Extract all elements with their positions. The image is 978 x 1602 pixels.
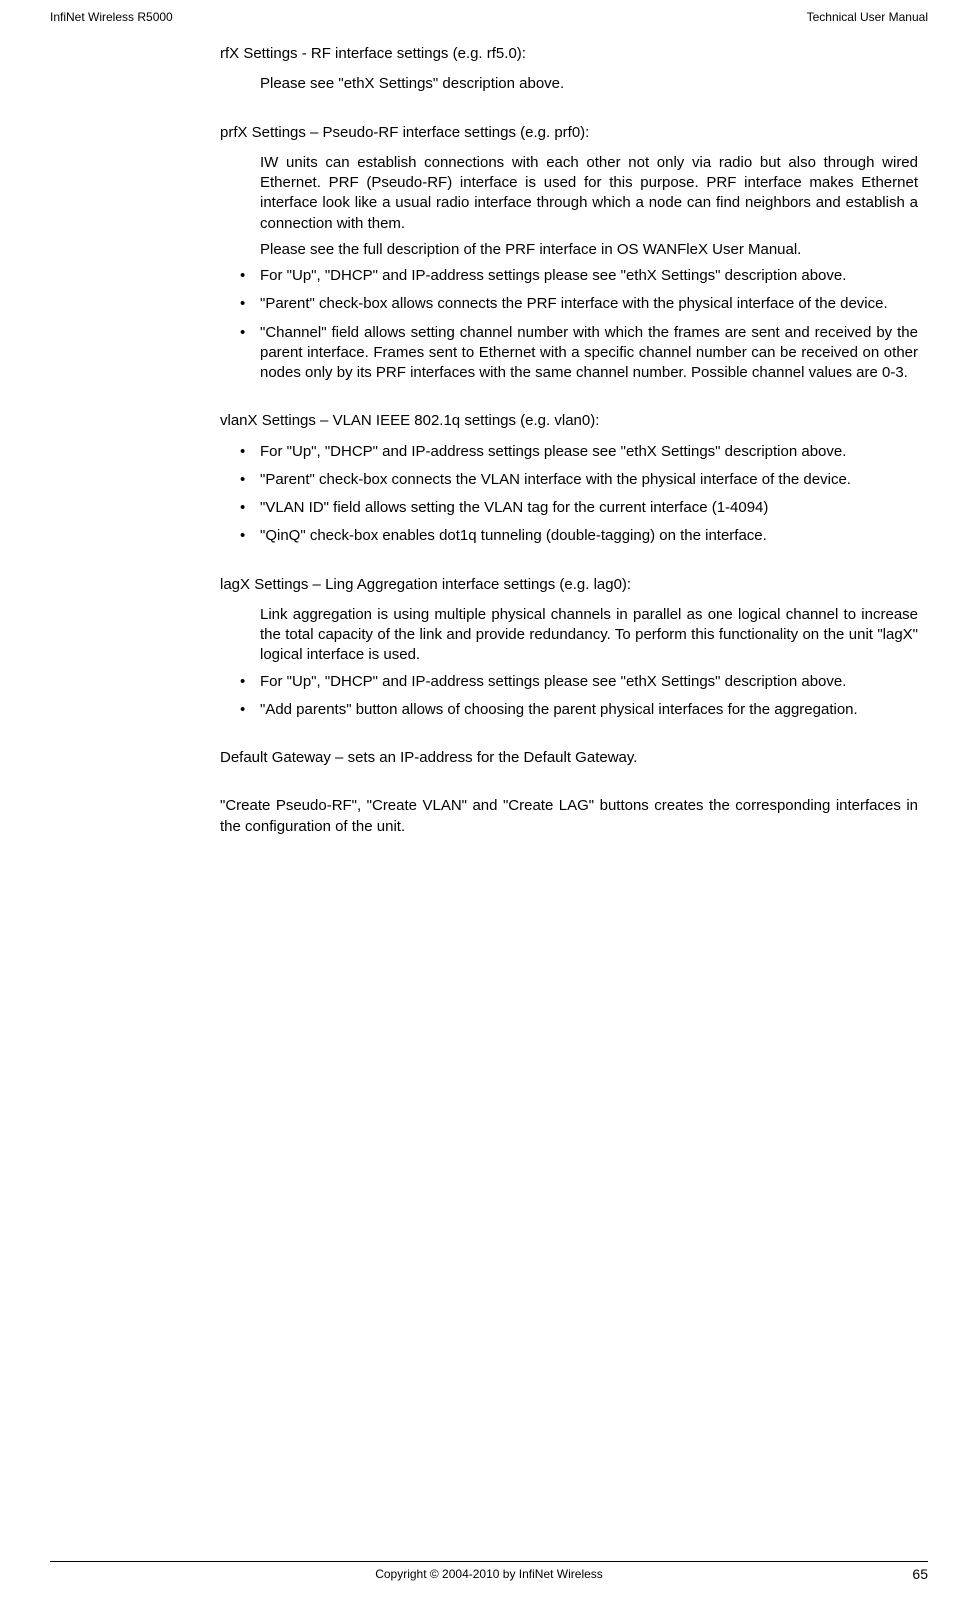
vlanx-title: vlanX Settings – VLAN IEEE 802.1q settin… (220, 411, 918, 431)
list-item: "Parent" check-box connects the VLAN int… (240, 470, 918, 490)
footer-row: Copyright © 2004-2010 by InfiNet Wireles… (50, 1566, 928, 1582)
lagx-para: Link aggregation is using multiple physi… (260, 605, 918, 666)
footer-divider (50, 1561, 928, 1562)
create-text: "Create Pseudo-RF", "Create VLAN" and "C… (220, 796, 918, 837)
list-item: For "Up", "DHCP" and IP-address settings… (240, 442, 918, 462)
header-left: InfiNet Wireless R5000 (50, 10, 173, 24)
lagx-title: lagX Settings – Ling Aggregation interfa… (220, 575, 918, 595)
prfx-title: prfX Settings – Pseudo-RF interface sett… (220, 123, 918, 143)
list-item: "Add parents" button allows of choosing … (240, 700, 918, 720)
prfx-para2: Please see the full description of the P… (260, 240, 918, 260)
gateway-text: Default Gateway – sets an IP-address for… (220, 748, 918, 768)
header-right: Technical User Manual (807, 10, 928, 24)
list-item: For "Up", "DHCP" and IP-address settings… (240, 266, 918, 286)
rfx-title: rfX Settings - RF interface settings (e.… (220, 44, 918, 64)
prfx-bullets: For "Up", "DHCP" and IP-address settings… (220, 266, 918, 383)
list-item: "QinQ" check-box enables dot1q tunneling… (240, 526, 918, 546)
page-header: InfiNet Wireless R5000 Technical User Ma… (50, 10, 928, 24)
footer-copyright: Copyright © 2004-2010 by InfiNet Wireles… (90, 1567, 888, 1581)
list-item: "VLAN ID" field allows setting the VLAN … (240, 498, 918, 518)
lagx-bullets: For "Up", "DHCP" and IP-address settings… (220, 672, 918, 721)
page-footer: Copyright © 2004-2010 by InfiNet Wireles… (50, 1561, 928, 1582)
rfx-para: Please see "ethX Settings" description a… (260, 74, 918, 94)
content-area: rfX Settings - RF interface settings (e.… (220, 44, 918, 837)
vlanx-bullets: For "Up", "DHCP" and IP-address settings… (220, 442, 918, 547)
footer-page-number: 65 (888, 1566, 928, 1582)
list-item: "Channel" field allows setting channel n… (240, 323, 918, 384)
list-item: "Parent" check-box allows connects the P… (240, 294, 918, 314)
list-item: For "Up", "DHCP" and IP-address settings… (240, 672, 918, 692)
prfx-para1: IW units can establish connections with … (260, 153, 918, 234)
page-container: InfiNet Wireless R5000 Technical User Ma… (0, 0, 978, 1602)
